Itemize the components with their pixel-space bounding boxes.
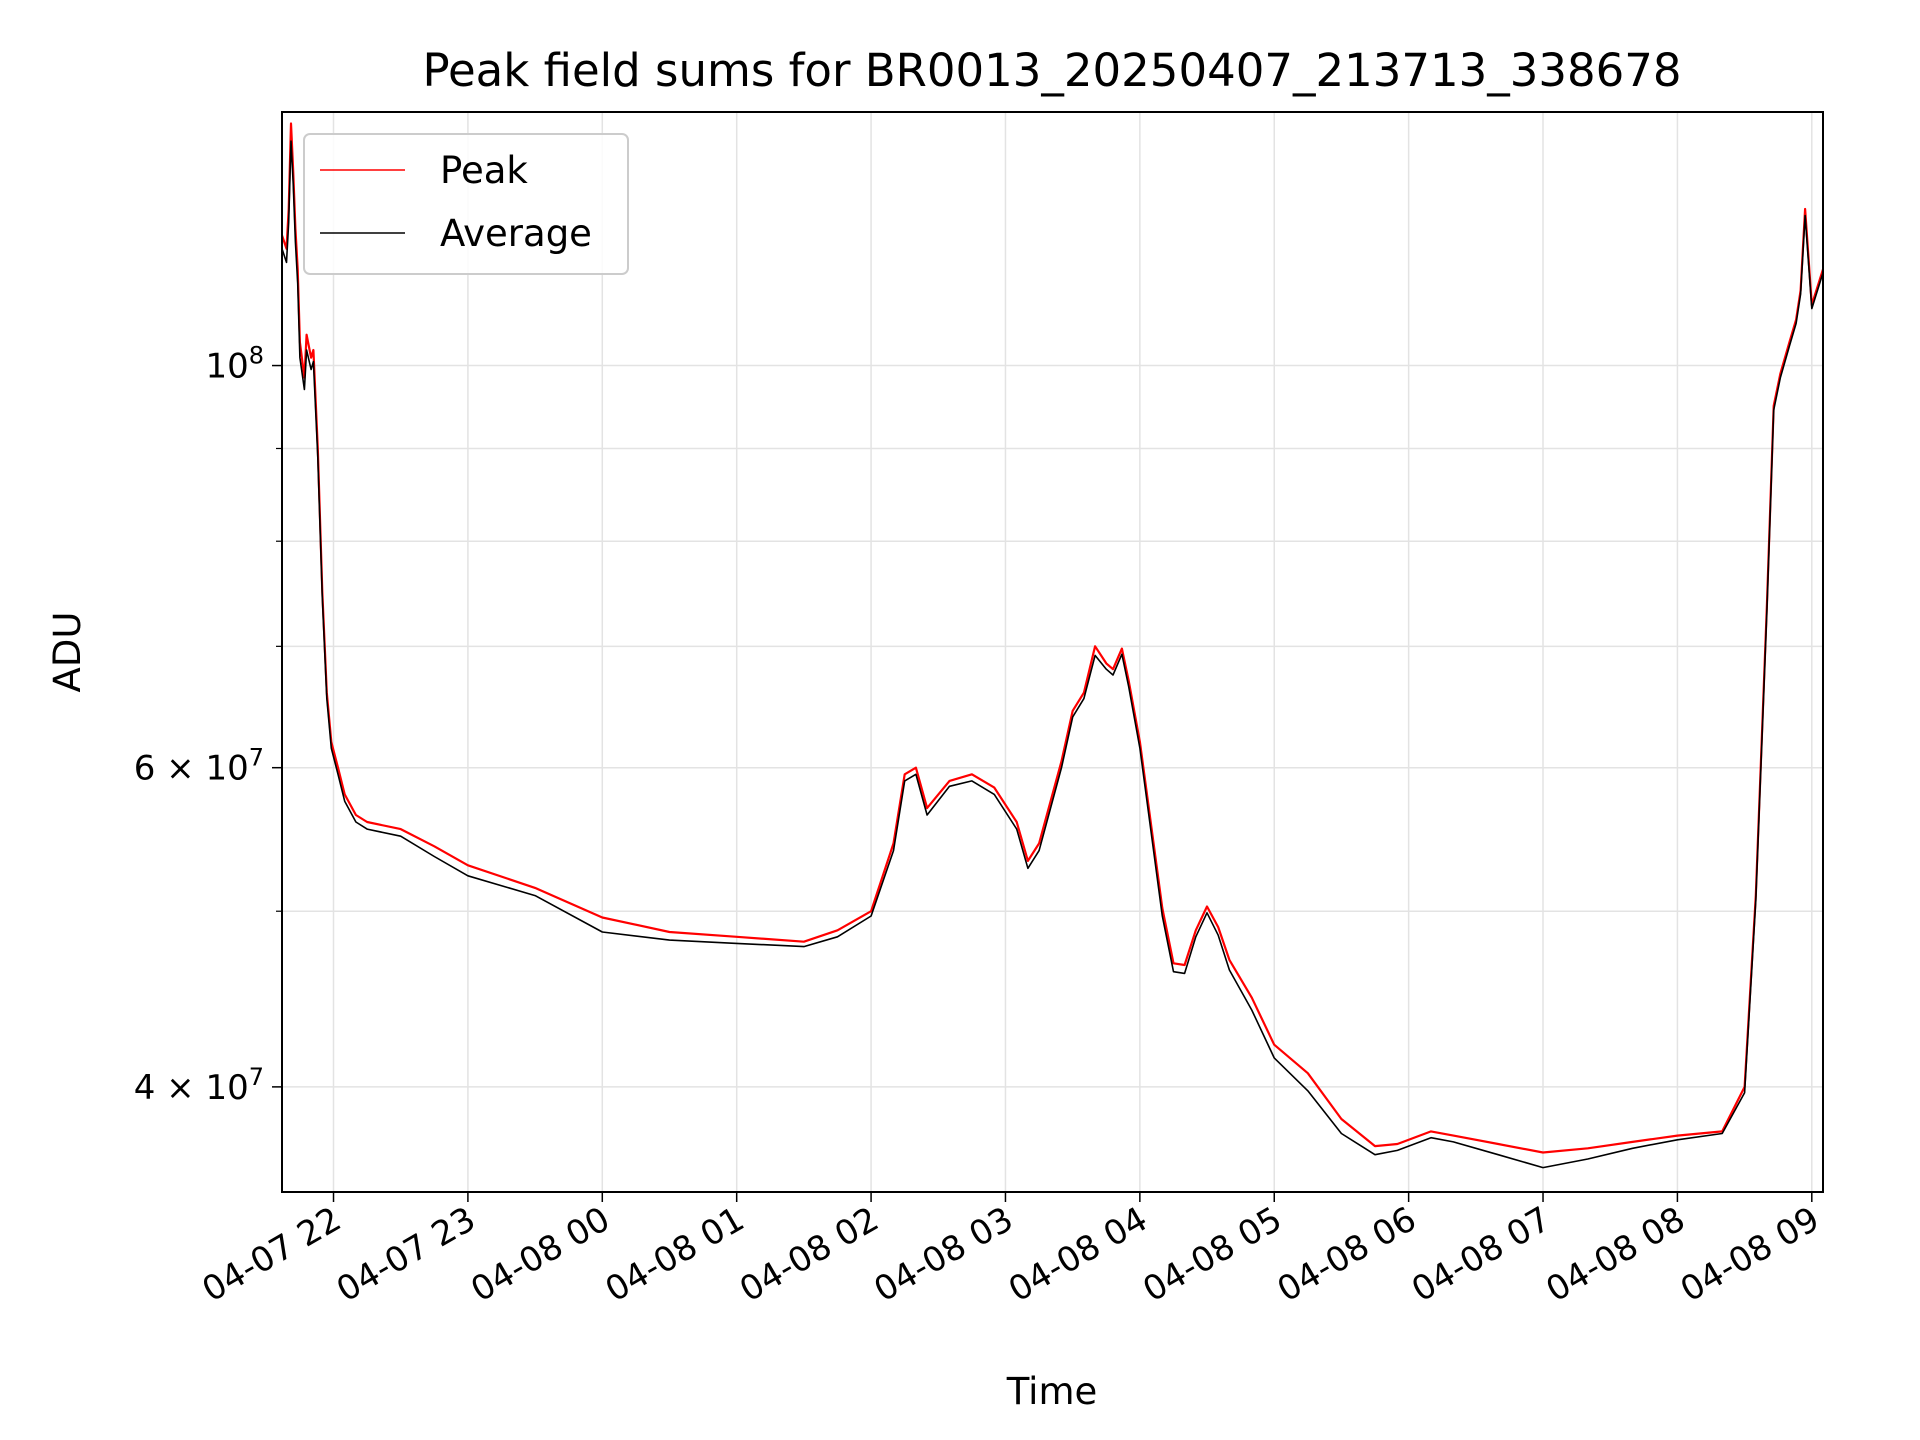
grid-lines bbox=[282, 112, 1823, 1192]
plot-frame bbox=[281, 111, 1824, 1193]
legend-peak-label: Peak bbox=[440, 149, 528, 192]
series-line-average bbox=[281, 140, 1824, 1169]
legend: Peak Average bbox=[303, 133, 629, 275]
x-axis-label: Time bbox=[1006, 1370, 1098, 1413]
y-tick-label: 4 × 107 bbox=[134, 1063, 264, 1108]
legend-average-label: Average bbox=[440, 212, 592, 255]
y-axis-label: ADU bbox=[46, 612, 89, 693]
y-axis: 108 6 × 107 4 × 107 bbox=[134, 342, 282, 1108]
plot-lines bbox=[280, 122, 1825, 1169]
chart-title: Peak field sums for BR0013_20250407_2137… bbox=[422, 44, 1681, 97]
y-tick-label: 108 bbox=[205, 342, 264, 387]
legend-box bbox=[303, 133, 629, 275]
y-tick-label: 6 × 107 bbox=[134, 744, 264, 789]
